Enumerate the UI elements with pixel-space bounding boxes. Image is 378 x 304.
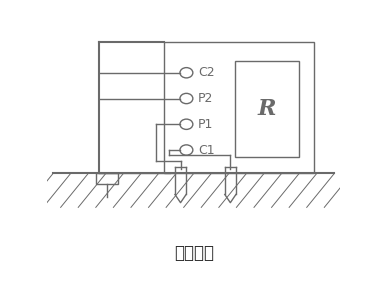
Bar	[96, 173, 118, 184]
Text: P2: P2	[198, 92, 214, 105]
Text: P1: P1	[198, 118, 214, 131]
Text: R: R	[258, 98, 276, 120]
Text: C1: C1	[198, 143, 215, 157]
Text: C2: C2	[198, 66, 215, 79]
Bar	[235, 61, 299, 157]
Bar	[164, 42, 314, 173]
Text: 图（四）: 图（四）	[174, 244, 214, 262]
